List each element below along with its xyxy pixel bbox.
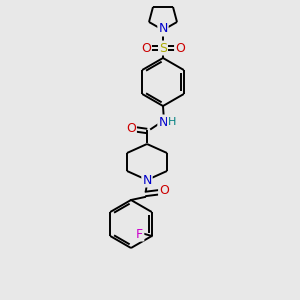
Text: N: N [158, 116, 168, 128]
Text: O: O [126, 122, 136, 134]
Text: H: H [168, 117, 176, 127]
Text: S: S [159, 41, 167, 55]
Text: O: O [141, 41, 151, 55]
Text: N: N [142, 173, 152, 187]
Text: O: O [175, 41, 185, 55]
Text: N: N [158, 22, 168, 35]
Text: F: F [136, 227, 143, 241]
Text: O: O [159, 184, 169, 197]
